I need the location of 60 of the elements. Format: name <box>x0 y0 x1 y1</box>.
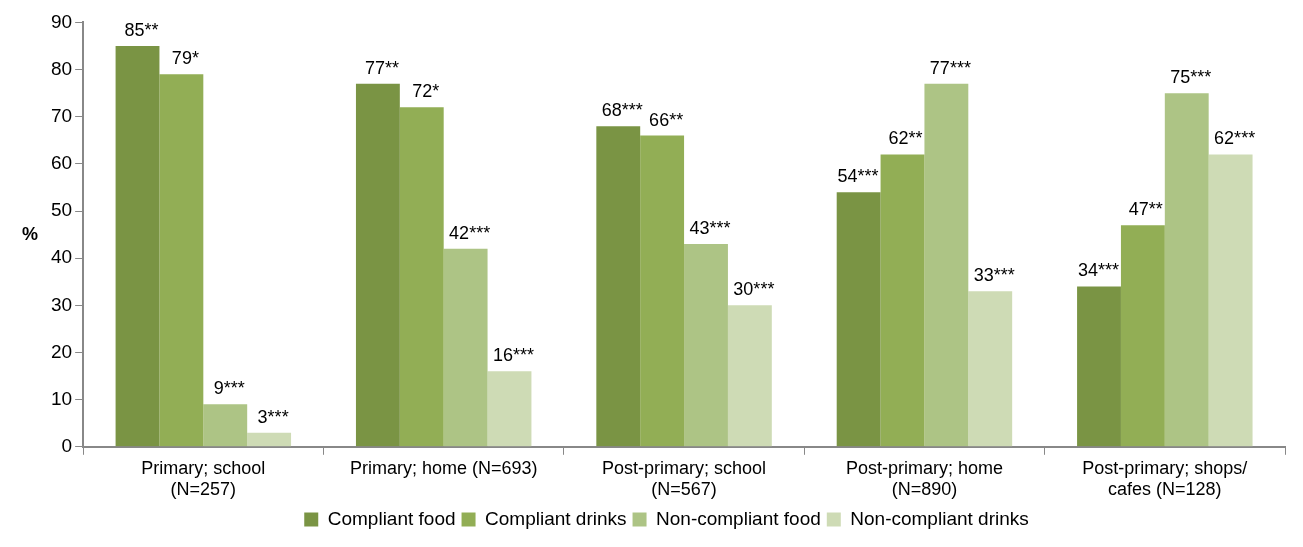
bar <box>968 291 1013 447</box>
y-tick-label: 30 <box>50 293 73 315</box>
data-label: 72* <box>412 81 440 102</box>
x-tick-label: Post-primary; home (N=890) <box>845 457 1003 500</box>
bar <box>640 135 685 447</box>
bar <box>355 83 400 447</box>
y-tick-label: 80 <box>50 57 73 79</box>
data-label: 34*** <box>1077 260 1119 281</box>
bar <box>399 107 444 447</box>
bar <box>1208 154 1253 447</box>
bar <box>880 154 925 447</box>
y-tick-label: 70 <box>50 104 73 126</box>
x-tick-label: Primary; home (N=693) <box>349 457 538 478</box>
data-label: 75*** <box>1170 67 1212 88</box>
y-tick-label: 10 <box>50 387 73 409</box>
bar <box>924 83 969 447</box>
data-label: 66** <box>649 109 684 130</box>
y-tick-label: 50 <box>50 199 73 221</box>
y-axis-title: % <box>21 223 39 244</box>
bar <box>443 248 488 447</box>
legend-label: Non-compliant food <box>656 507 821 529</box>
bar <box>1120 225 1165 447</box>
bar <box>596 126 641 447</box>
legend-label: Compliant drinks <box>485 507 627 529</box>
data-label: 68*** <box>601 100 643 121</box>
legend-label: Non-compliant drinks <box>850 507 1029 529</box>
y-tick-label: 60 <box>50 152 73 174</box>
data-label: 47** <box>1128 199 1163 220</box>
bar <box>836 192 881 447</box>
bar <box>159 74 204 447</box>
data-label: 62*** <box>1214 128 1256 149</box>
data-label: 77** <box>364 57 399 78</box>
data-label: 54*** <box>837 166 879 187</box>
data-label: 9*** <box>213 378 245 399</box>
bar <box>684 244 728 447</box>
bar <box>487 371 532 447</box>
bar <box>203 404 248 447</box>
data-label: 42*** <box>449 222 491 243</box>
data-label: 79* <box>171 48 199 69</box>
bar <box>115 45 160 447</box>
x-tick-label: Primary; school (N=257) <box>141 457 266 500</box>
legend-label: Compliant food <box>327 507 456 529</box>
data-label: 43*** <box>689 218 731 238</box>
data-label: 85** <box>124 19 159 40</box>
x-tick-label: Post-primary; shops/ cafes (N=128) <box>1082 457 1248 500</box>
bar <box>1164 93 1209 447</box>
data-label: 16*** <box>492 345 535 366</box>
data-label: 30*** <box>733 279 775 300</box>
bar <box>727 305 772 447</box>
y-tick-label: 0 <box>61 435 73 457</box>
x-tick-label: Post-primary; school (N=567) <box>602 457 767 500</box>
y-tick-label: 20 <box>50 340 73 362</box>
y-tick-label: 90 <box>50 10 73 32</box>
data-label: 77*** <box>929 57 971 78</box>
data-label: 33*** <box>973 265 1015 286</box>
data-label: 3*** <box>257 406 289 427</box>
bar <box>1077 286 1121 447</box>
data-label: 62** <box>888 128 923 149</box>
y-tick-label: 40 <box>50 246 73 268</box>
bar <box>247 432 292 447</box>
